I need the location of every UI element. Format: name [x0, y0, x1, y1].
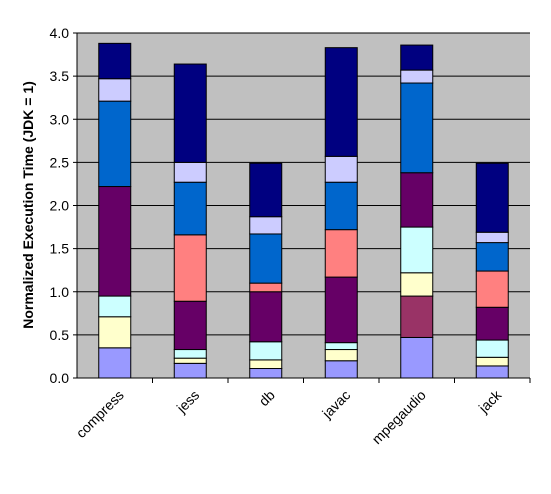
x-tick-label: javac [318, 387, 353, 422]
x-tick-label: jess [173, 387, 203, 417]
bar-segment [249, 291, 283, 343]
bar-segment [324, 229, 358, 278]
bar-segment [475, 231, 509, 244]
bar-segment [98, 347, 132, 379]
x-tick-label: jack [475, 386, 505, 416]
y-tick-label: 4.0 [50, 25, 70, 41]
bar-segment [173, 161, 207, 183]
y-tick-label: 1.5 [50, 241, 70, 257]
y-tick-label: 0.0 [50, 370, 70, 386]
bar-segment [249, 216, 283, 235]
x-tick-label: compress [73, 387, 127, 441]
x-tick-label: db [256, 387, 278, 409]
bar-segment [324, 155, 358, 183]
bar-segment [98, 100, 132, 188]
bar-segment [400, 336, 434, 379]
bar-segment [249, 162, 283, 218]
bar-segment [400, 272, 434, 297]
bar-segment [249, 341, 283, 361]
bar-segment [173, 234, 207, 302]
bar-segment [475, 270, 509, 308]
bar-segment [98, 42, 132, 80]
y-tick-label: 1.0 [50, 284, 70, 300]
y-tick-label: 0.5 [50, 327, 70, 343]
y-tick-label: 2.0 [50, 198, 70, 214]
bar-segment [98, 295, 132, 318]
bar-segment [400, 295, 434, 338]
bar-segment [249, 368, 283, 379]
bar-segment [324, 276, 358, 344]
x-tick-label: mpegaudio [369, 387, 429, 447]
bar-segment [173, 349, 207, 359]
bar-segment [324, 360, 358, 379]
bar-segment [475, 306, 509, 341]
bar-segment [324, 47, 358, 157]
bar-segment [400, 226, 434, 274]
bar-segment [400, 69, 434, 84]
bar-segment [475, 356, 509, 367]
y-tick-label: 3.5 [50, 68, 70, 84]
bar-segment [475, 339, 509, 358]
bar-segment [400, 44, 434, 71]
bar-segment [324, 342, 358, 351]
y-tick-label: 3.0 [50, 111, 70, 127]
y-axis-title: Normalized Execution Time (JDK = 1) [20, 81, 36, 329]
bar-segment [173, 300, 207, 351]
bar-segment [173, 362, 207, 379]
bar-segment [400, 172, 434, 228]
bar-segment [324, 349, 358, 362]
bar-segment [475, 162, 509, 233]
bar-segment [98, 78, 132, 102]
bar-segment [249, 233, 283, 284]
bar-segment [98, 186, 132, 297]
bar-segment [98, 316, 132, 349]
bar-segment [475, 242, 509, 272]
bar-segment [249, 359, 283, 370]
bar-segment [324, 181, 358, 231]
bar-segment [400, 82, 434, 174]
bar-segment [173, 357, 207, 364]
bar-segment [173, 181, 207, 236]
y-tick-label: 2.5 [50, 154, 70, 170]
bar-segment [249, 282, 283, 293]
bar-segment [475, 365, 509, 379]
bar-segment [173, 63, 207, 163]
